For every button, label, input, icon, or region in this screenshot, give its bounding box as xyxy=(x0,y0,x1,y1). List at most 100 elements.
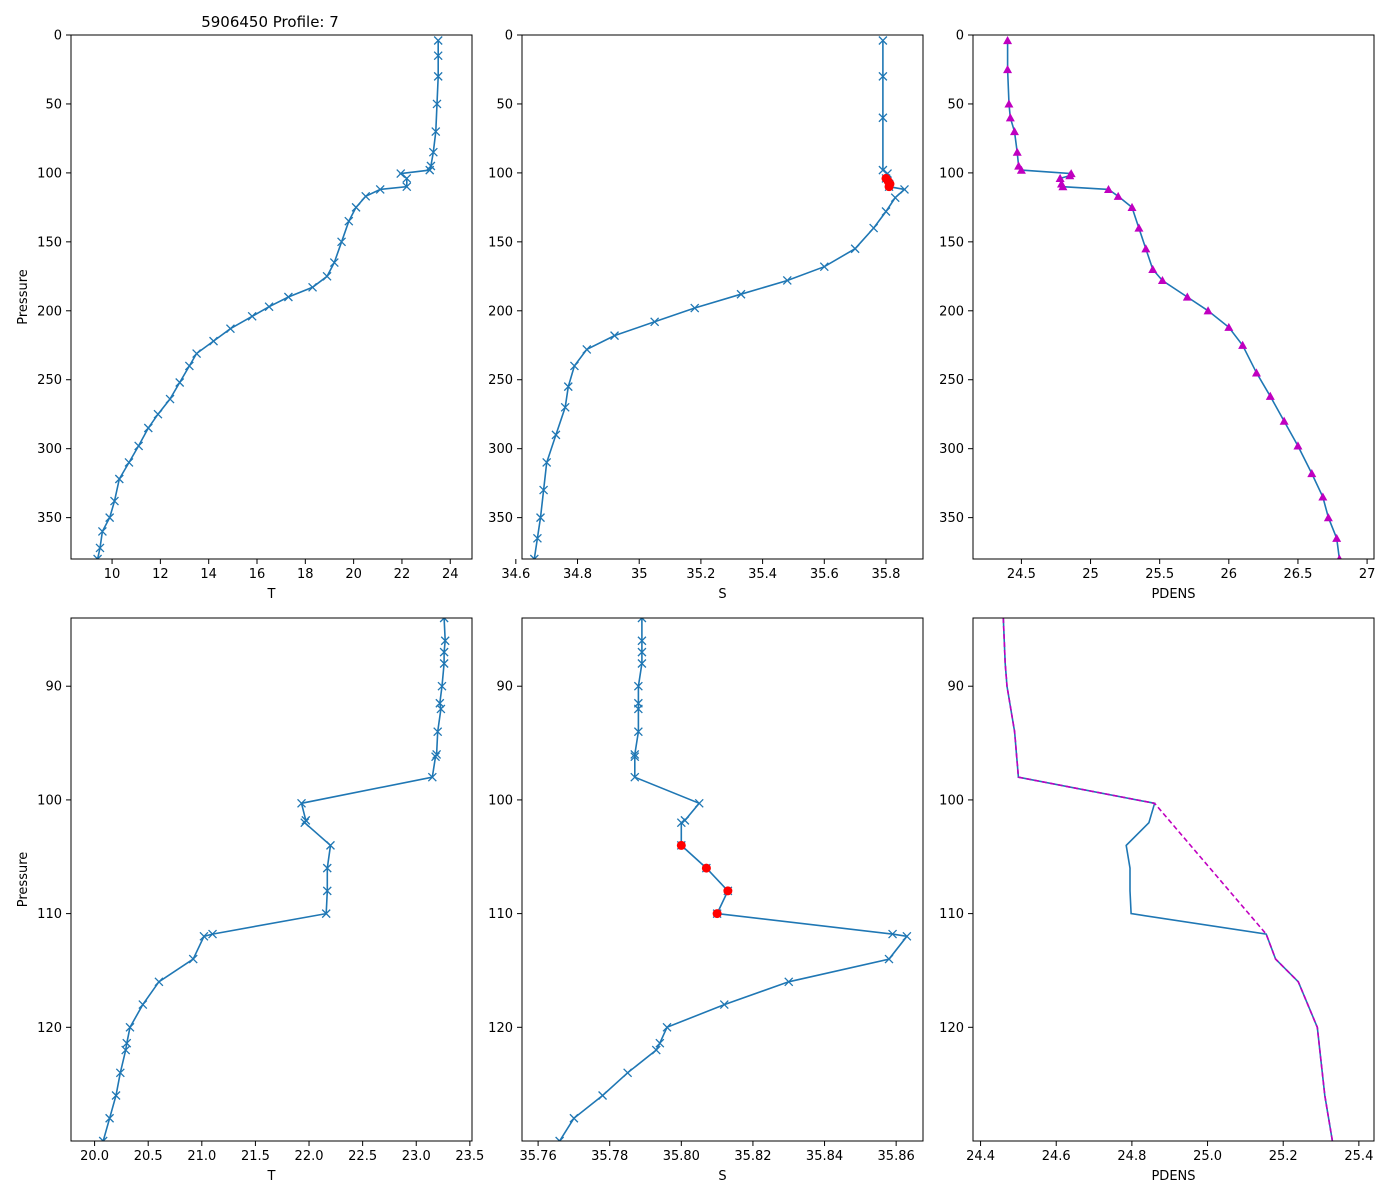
x-marker xyxy=(633,704,643,714)
x-marker xyxy=(375,184,385,194)
y-tick-label: 200 xyxy=(488,304,513,319)
triangle-marker xyxy=(1336,554,1342,559)
x-tick-label: 25.4 xyxy=(1344,1149,1373,1164)
x-marker xyxy=(165,394,175,404)
y-tick-label: 350 xyxy=(488,511,513,526)
x-marker xyxy=(551,430,561,440)
x-marker xyxy=(98,1136,108,1141)
x-marker xyxy=(322,271,332,281)
x-marker xyxy=(719,1000,729,1010)
x-marker xyxy=(247,311,257,321)
x-marker xyxy=(97,526,107,536)
data-layer xyxy=(529,36,909,559)
triangle-marker xyxy=(1004,99,1014,108)
y-tick-label: 250 xyxy=(488,373,513,388)
x-marker xyxy=(264,302,274,312)
flagged-point xyxy=(676,840,686,850)
x-tick-label: 34.8 xyxy=(563,567,592,582)
x-marker xyxy=(192,349,202,358)
x-tick-label: 35.8 xyxy=(872,567,901,582)
x-marker xyxy=(154,977,164,987)
x-marker xyxy=(650,317,660,327)
x-marker xyxy=(569,1113,579,1123)
y-tick-label: 150 xyxy=(488,235,513,250)
x-marker xyxy=(329,258,339,267)
x-marker xyxy=(199,931,209,941)
x-tick-label: 26 xyxy=(1221,567,1238,582)
x-tick-label: 35.78 xyxy=(591,1149,628,1164)
x-tick-label: 16 xyxy=(249,567,266,582)
x-marker xyxy=(188,954,198,964)
x-marker xyxy=(784,977,794,987)
x-axis-label: S xyxy=(718,1169,726,1184)
panel-bottom-density: 24.4 24.6 24.8 25.0 25.2 25.4 90 100 110 120 PDENS xyxy=(939,617,1375,1184)
triangle-marker xyxy=(1157,275,1167,285)
axes-frame xyxy=(521,617,924,1142)
y-tick-label: 100 xyxy=(488,166,513,181)
x-marker xyxy=(428,147,438,157)
y-tick-label: 250 xyxy=(37,373,62,388)
triangle-marker xyxy=(1009,127,1019,136)
y-tick-label: 110 xyxy=(37,907,62,922)
x-marker xyxy=(110,496,119,506)
triangle-marker xyxy=(1141,244,1151,253)
y-tick-label: 300 xyxy=(37,442,62,457)
series-line xyxy=(1002,618,1334,1141)
x-marker xyxy=(736,289,746,299)
triangle-marker xyxy=(1065,171,1075,180)
y-tick-label: 250 xyxy=(939,373,964,388)
x-tick-label: 10 xyxy=(104,567,121,582)
x-tick-label: 20.5 xyxy=(134,1149,163,1164)
x-marker xyxy=(878,71,888,81)
x-tick-label: 35.4 xyxy=(748,567,777,582)
data-layer xyxy=(1003,36,1342,559)
flagged-point xyxy=(884,182,894,192)
x-marker xyxy=(308,282,318,292)
x-tick-label: 35.82 xyxy=(734,1149,771,1164)
data-layer xyxy=(98,618,450,1141)
x-marker xyxy=(111,1091,121,1100)
x-marker xyxy=(436,704,446,714)
y-tick-label: 150 xyxy=(939,235,964,250)
x-tick-label: 20.0 xyxy=(80,1149,109,1164)
x-tick-label: 35.80 xyxy=(663,1149,700,1164)
x-marker xyxy=(439,618,449,623)
x-marker xyxy=(569,361,579,371)
y-tick-label: 90 xyxy=(496,680,513,695)
x-tick-label: 35.84 xyxy=(806,1149,843,1164)
data-layer xyxy=(555,618,912,1141)
x-tick-label: 22.0 xyxy=(295,1149,324,1164)
y-tick-label: 120 xyxy=(488,1021,513,1036)
x-marker xyxy=(124,458,134,467)
axes-frame xyxy=(521,34,924,560)
x-tick-label: 27 xyxy=(1359,567,1376,582)
x-marker xyxy=(782,275,792,285)
x-marker xyxy=(431,127,441,136)
x-marker xyxy=(637,618,647,623)
y-tick-label: 90 xyxy=(947,680,964,695)
panel-top-density: 24.5 25 25.5 26 26.5 27 0 50 100 150 200 250 300 350 P… xyxy=(939,29,1375,603)
x-marker xyxy=(209,336,218,346)
x-tick-label: 18 xyxy=(297,567,314,582)
x-marker xyxy=(361,191,371,201)
x-marker xyxy=(536,513,545,523)
x-marker xyxy=(138,1000,148,1010)
panel-bottom-salinity: 35.76 35.78 35.80 35.82 35.84 35.86 90 100 110 12… xyxy=(488,617,924,1184)
x-tick-label: 25.0 xyxy=(1193,1149,1222,1164)
triangle-marker xyxy=(1332,533,1342,542)
triangle-marker xyxy=(1307,469,1317,478)
data-layer xyxy=(1002,618,1334,1141)
flagged-point xyxy=(723,886,733,896)
x-marker xyxy=(630,752,640,762)
triangle-marker xyxy=(1003,36,1013,45)
y-tick-label: 350 xyxy=(939,511,964,526)
y-tick-label: 110 xyxy=(488,907,513,922)
x-marker xyxy=(662,1022,672,1032)
x-marker xyxy=(869,223,879,233)
x-marker xyxy=(433,51,443,61)
triangle-marker xyxy=(1127,202,1137,211)
x-marker xyxy=(433,71,443,81)
y-tick-label: 90 xyxy=(45,680,62,695)
x-marker xyxy=(321,909,331,919)
x-tick-label: 24.8 xyxy=(1117,1149,1146,1164)
